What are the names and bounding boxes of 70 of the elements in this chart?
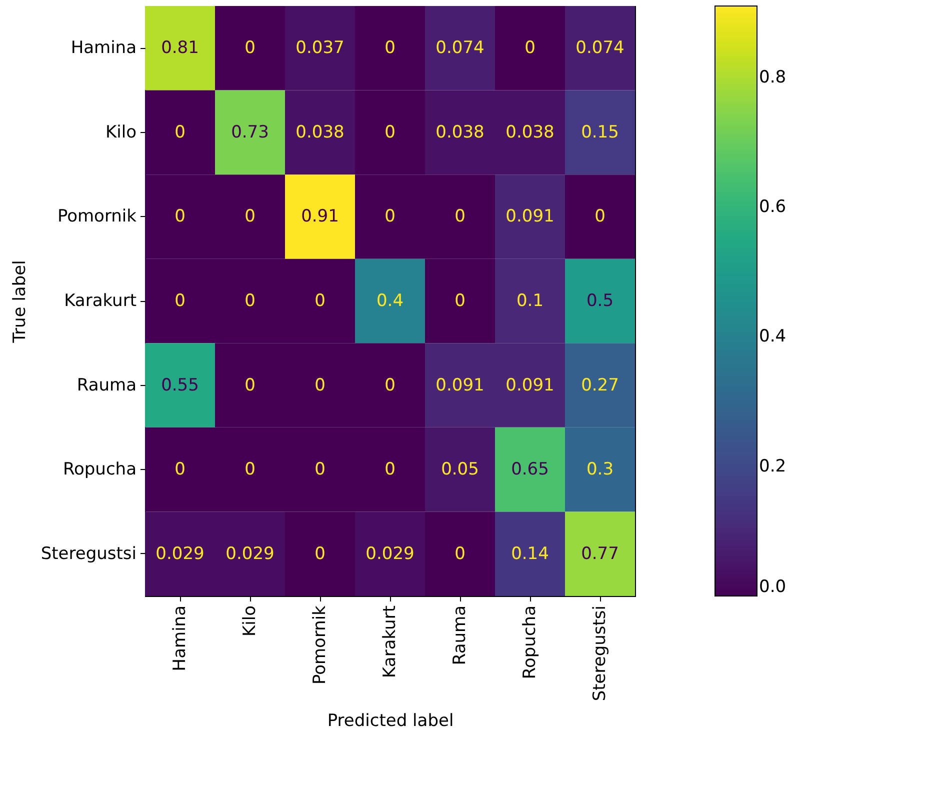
- data-label: 0.074: [576, 38, 624, 58]
- data-label: 0: [594, 206, 606, 227]
- x-tick-label: Steregustsi: [590, 606, 610, 702]
- y-tick-label: Hamina: [70, 38, 136, 58]
- data-label: 0.074: [436, 38, 484, 58]
- data-label: 0.029: [226, 544, 274, 564]
- y-tick-label: Steregustsi: [40, 544, 136, 564]
- data-label: 0.3: [586, 460, 614, 480]
- data-label: 0: [454, 206, 466, 227]
- data-label: 0: [244, 38, 256, 58]
- data-label: 0.091: [506, 375, 554, 396]
- data-label: 0: [244, 375, 256, 396]
- data-label: 0: [454, 544, 466, 564]
- data-label: 0.77: [581, 544, 619, 564]
- data-label: 0.038: [436, 122, 484, 142]
- data-label: 0: [314, 375, 326, 396]
- data-label: 0: [384, 206, 396, 227]
- data-label: 0.65: [511, 460, 549, 480]
- data-label: 0.091: [506, 206, 554, 227]
- data-label: 0.029: [156, 544, 204, 564]
- data-label: 0.038: [506, 122, 554, 142]
- color-bar-label: 0.8: [759, 67, 786, 88]
- data-label: 0: [384, 460, 396, 480]
- data-label: 0: [174, 206, 186, 227]
- color-bar-label: 0.2: [759, 456, 786, 476]
- data-label: 0: [174, 291, 186, 311]
- data-label: 0.091: [436, 375, 484, 396]
- data-label: 0.27: [581, 375, 619, 396]
- data-label: 0: [384, 122, 396, 142]
- color-bar-label: 0.4: [759, 326, 786, 347]
- data-label: 0: [384, 38, 396, 58]
- data-label: 0: [244, 291, 256, 311]
- color-bar-label: 0.0: [759, 577, 786, 597]
- data-label: 0.038: [296, 122, 344, 142]
- x-tick-label: Ropucha: [520, 606, 540, 680]
- y-tick-label: Pomornik: [57, 206, 137, 227]
- data-label: 0.91: [301, 206, 339, 227]
- data-label: 0.05: [441, 460, 479, 480]
- data-label: 0.5: [586, 291, 614, 311]
- data-label: 0: [384, 375, 396, 396]
- x-tick-label: Hamina: [170, 606, 190, 672]
- y-tick-label: Ropucha: [62, 460, 136, 480]
- y-axis-title: True label: [10, 260, 30, 344]
- x-tick-label: Karakurt: [380, 605, 400, 678]
- color-bar-label: 0.6: [759, 196, 786, 217]
- data-label: 0: [314, 460, 326, 480]
- x-tick-label: Pomornik: [310, 605, 330, 685]
- data-label: 0: [454, 291, 466, 311]
- data-label: 0.73: [231, 122, 269, 142]
- data-label: 0.55: [161, 375, 199, 396]
- y-tick-label: Rauma: [76, 375, 136, 396]
- y-tick-label: Karakurt: [64, 291, 137, 311]
- x-tick-label: Kilo: [240, 606, 260, 636]
- data-label: 0.14: [511, 544, 549, 564]
- data-label: 0.037: [296, 38, 344, 58]
- data-label: 0.1: [516, 291, 544, 311]
- data-label: 0.4: [376, 291, 404, 311]
- data-label: 0: [314, 544, 326, 564]
- x-axis-title: Predicted label: [327, 711, 454, 732]
- y-tick-label: Kilo: [106, 122, 136, 142]
- data-label: 0: [524, 38, 536, 58]
- data-label: 0: [244, 460, 256, 480]
- data-label: 0.81: [161, 38, 199, 58]
- data-label: 0.029: [366, 544, 414, 564]
- data-label: 0: [314, 291, 326, 311]
- data-label: 0.15: [581, 122, 619, 142]
- data-label: 0: [174, 122, 186, 142]
- data-label: 0: [174, 460, 186, 480]
- x-tick-label: Rauma: [450, 606, 470, 666]
- data-label: 0: [244, 206, 256, 227]
